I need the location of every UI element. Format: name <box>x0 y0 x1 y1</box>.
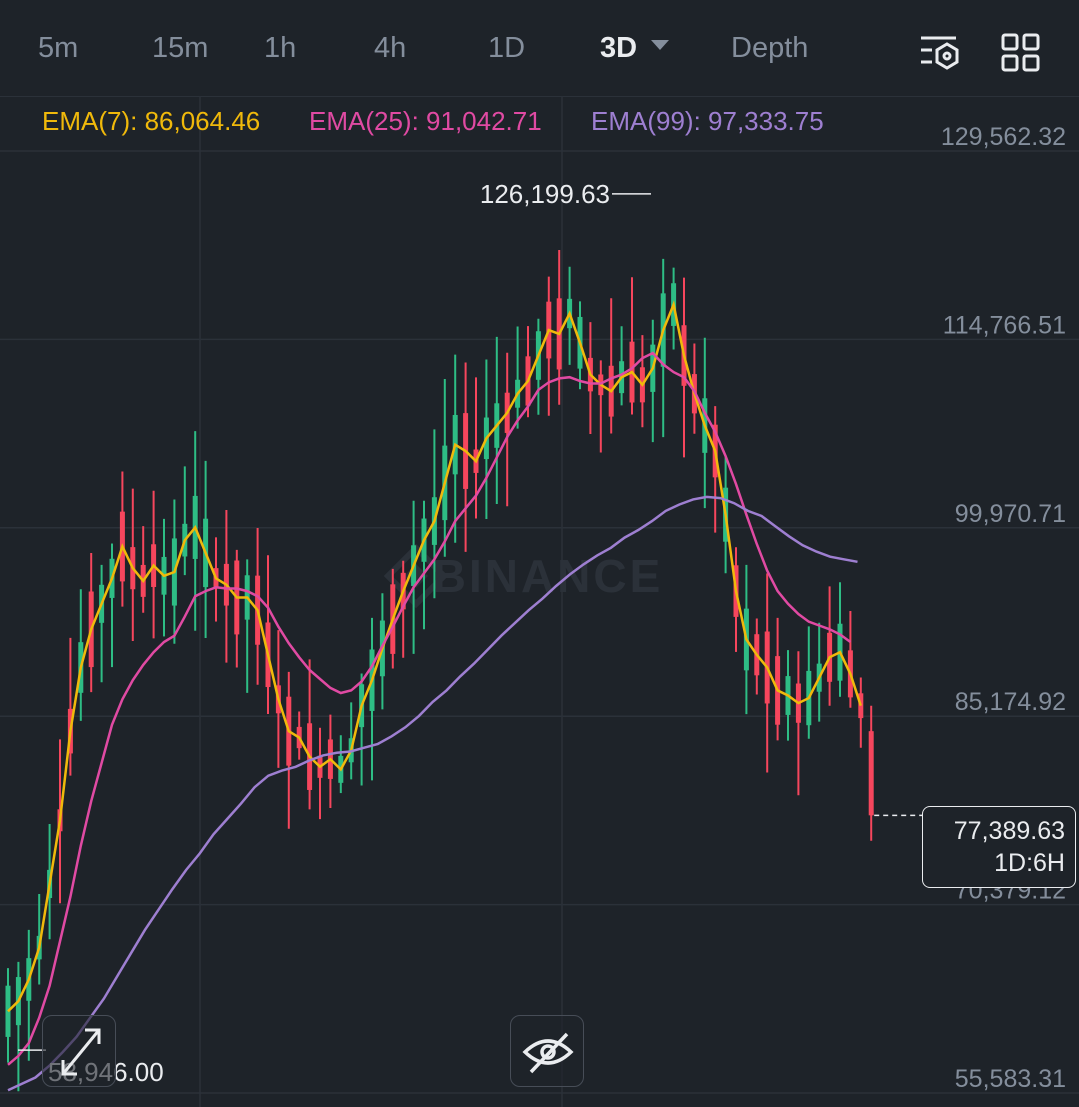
ema7-line <box>7 300 862 1013</box>
ema25-line <box>7 351 852 1066</box>
tab-3d[interactable]: 3D <box>600 32 670 65</box>
tab-depth[interactable]: Depth <box>731 32 809 64</box>
ema-lines <box>7 300 862 1092</box>
current-price: 77,389.63 <box>953 817 1065 845</box>
candle-countdown: 1D:6H <box>994 849 1065 877</box>
candle-body <box>868 731 874 816</box>
eye-off-icon <box>522 1032 574 1074</box>
candles <box>5 249 874 1092</box>
hide-indicators-button[interactable] <box>510 1015 584 1087</box>
current-price-box: 77,389.63 1D:6H <box>922 806 1076 888</box>
tab-1d[interactable]: 1D <box>488 32 526 64</box>
price-axis-label: 129,562.32 <box>941 123 1066 151</box>
tab-3d-label: 3D <box>600 32 638 64</box>
candlestick-chart[interactable]: BINANCE 129,562.32114,766.5199,970.7185,… <box>0 96 1079 1107</box>
price-axis-label: 55,583.31 <box>955 1065 1066 1093</box>
ema99-label: EMA(99): 97,333.75 <box>591 106 824 136</box>
chart-settings-icon[interactable] <box>918 32 962 76</box>
ema25-label: EMA(25): 91,042.71 <box>309 106 542 136</box>
ema99-line <box>7 495 858 1092</box>
tab-5m[interactable]: 5m <box>38 32 79 64</box>
tab-4h[interactable]: 4h <box>374 32 407 64</box>
tab-1h[interactable]: 1h <box>264 32 297 64</box>
interval-tabs: 5m 15m 1h 4h 1D 3D Depth <box>0 0 1079 97</box>
high-price-label: 126,199.63 <box>480 179 610 209</box>
tab-15m[interactable]: 15m <box>152 32 209 64</box>
fullscreen-button[interactable] <box>42 1015 116 1087</box>
price-marks: 126,199.63 <box>18 179 922 1051</box>
price-axis: 129,562.32114,766.5199,970.7185,174.9270… <box>941 123 1066 1093</box>
grid-layout-icon[interactable] <box>1000 32 1044 76</box>
price-axis-label: 85,174.92 <box>955 688 1066 716</box>
expand-icon <box>61 1028 101 1076</box>
chevron-down-icon <box>651 40 670 51</box>
price-axis-label: 114,766.51 <box>943 311 1066 339</box>
price-axis-label: 99,970.71 <box>955 500 1066 528</box>
ema7-label: EMA(7): 86,064.46 <box>42 106 261 136</box>
